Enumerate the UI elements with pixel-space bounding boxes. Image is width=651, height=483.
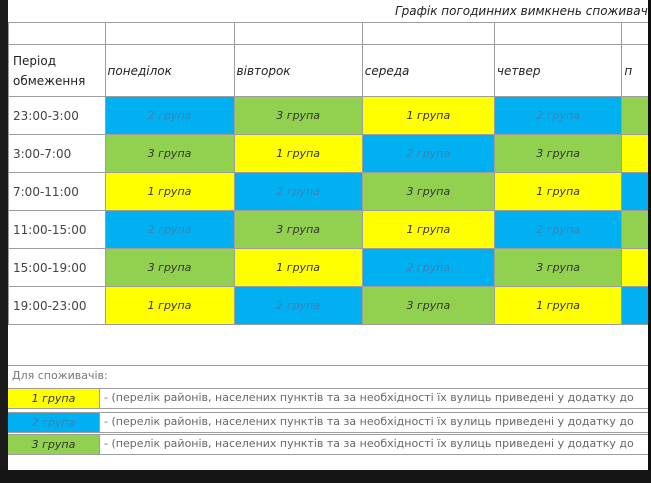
group-cell: 2 група [493, 210, 623, 249]
table-row: 11:00-15:00 2 група 3 група 1 група 2 гр… [8, 210, 651, 249]
time-cell: 11:00-15:00 [8, 210, 106, 249]
day-header-monday: понеділок [104, 44, 235, 97]
header-row: Період обмеження понеділок вівторок сере… [8, 44, 651, 97]
day-header-thursday: четвер [493, 44, 623, 97]
group-cell [621, 210, 651, 249]
legend-item: 3 група - (перелік районів, населених пу… [8, 434, 651, 455]
legend: Для споживачів: 1 група - (перелік район… [8, 365, 651, 462]
group-cell [621, 134, 651, 173]
time-cell: 23:00-3:00 [8, 96, 106, 135]
group-cell: 1 група [493, 286, 623, 325]
table-row: 3:00-7:00 3 група 1 група 2 група 3 груп… [8, 134, 651, 173]
day-header-wednesday: середа [361, 44, 495, 97]
group-cell [621, 248, 651, 287]
group-cell: 3 група [104, 134, 235, 173]
time-cell: 3:00-7:00 [8, 134, 106, 173]
group-cell [621, 286, 651, 325]
legend-text: - (перелік районів, населених пунктів та… [104, 391, 634, 404]
group-cell: 1 група [233, 134, 363, 173]
time-cell: 19:00-23:00 [8, 286, 106, 325]
group-cell: 3 група [104, 248, 235, 287]
group-cell: 1 група [361, 96, 495, 135]
time-cell: 7:00-11:00 [8, 172, 106, 211]
schedule-title: Графік погодинних вимкнень споживачі [394, 4, 651, 18]
group-cell: 2 група [361, 134, 495, 173]
group-cell: 1 група [233, 248, 363, 287]
group-cell: 2 група [233, 286, 363, 325]
group-cell: 2 група [104, 210, 235, 249]
table-row: 23:00-3:00 2 група 3 група 1 група 2 гру… [8, 96, 651, 135]
legend-swatch-group-3: 3 група [8, 435, 100, 454]
group-cell: 3 група [493, 134, 623, 173]
group-cell [621, 96, 651, 135]
group-cell: 3 група [233, 96, 363, 135]
schedule-table: Період обмеження понеділок вівторок сере… [8, 22, 651, 325]
group-cell: 3 група [233, 210, 363, 249]
table-row: 7:00-11:00 1 група 2 група 3 група 1 гру… [8, 172, 651, 211]
schedule-sheet: Графік погодинних вимкнень споживачі Пер… [8, 0, 651, 470]
group-cell: 3 група [361, 172, 495, 211]
group-cell: 1 група [361, 210, 495, 249]
period-header: Період обмеження [8, 44, 106, 97]
group-cell: 1 група [493, 172, 623, 211]
group-cell: 2 група [493, 96, 623, 135]
day-header-tuesday: вівторок [233, 44, 363, 97]
group-cell: 1 група [104, 172, 235, 211]
group-cell: 3 група [493, 248, 623, 287]
group-cell: 2 група [233, 172, 363, 211]
legend-text: - (перелік районів, населених пунктів та… [104, 437, 634, 450]
group-cell: 3 група [361, 286, 495, 325]
legend-text: - (перелік районів, населених пунктів та… [104, 415, 634, 428]
legend-item: 2 група - (перелік районів, населених пу… [8, 412, 651, 433]
time-cell: 15:00-19:00 [8, 248, 106, 287]
legend-heading: Для споживачів: [12, 369, 108, 382]
window-edge [648, 0, 651, 483]
legend-item: 1 група - (перелік районів, населених пу… [8, 388, 651, 409]
title-row: Графік погодинних вимкнень споживачі [8, 0, 651, 23]
table-row: 15:00-19:00 3 група 1 група 2 група 3 гр… [8, 248, 651, 287]
legend-swatch-group-1: 1 група [8, 389, 100, 408]
blank-row [8, 22, 651, 45]
table-row: 19:00-23:00 1 група 2 група 3 група 1 гр… [8, 286, 651, 325]
group-cell [621, 172, 651, 211]
group-cell: 2 група [361, 248, 495, 287]
group-cell: 2 група [104, 96, 235, 135]
group-cell: 1 група [104, 286, 235, 325]
bottom-bar [0, 470, 651, 483]
day-header-friday: п [621, 44, 651, 97]
legend-swatch-group-2: 2 група [8, 413, 100, 432]
